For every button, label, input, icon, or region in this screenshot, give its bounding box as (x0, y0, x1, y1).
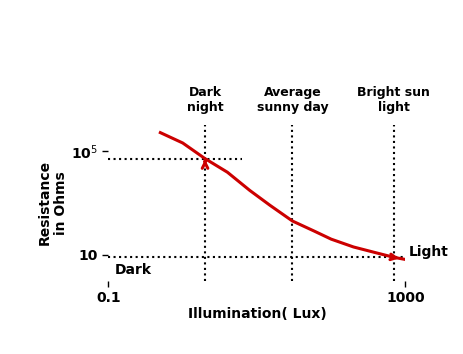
Text: Dark
night: Dark night (186, 86, 223, 114)
Text: Average
sunny day: Average sunny day (256, 86, 327, 114)
X-axis label: Illumination( Lux): Illumination( Lux) (187, 307, 325, 321)
Text: Bright sun
light: Bright sun light (357, 86, 429, 114)
Y-axis label: Resistance
in Ohms: Resistance in Ohms (38, 160, 68, 245)
Text: Dark: Dark (114, 263, 151, 278)
Text: Light: Light (407, 245, 447, 259)
